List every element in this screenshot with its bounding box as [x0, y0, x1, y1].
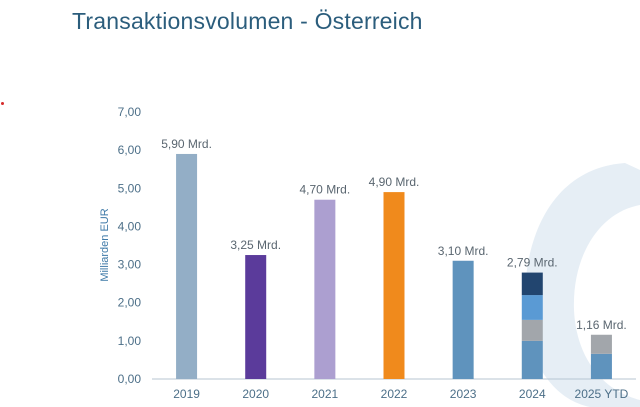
y-tick-label: 3,00 [118, 258, 142, 272]
bar-2020 [245, 255, 267, 379]
watermark-arc-inner [573, 205, 640, 400]
bar-2023 [452, 260, 474, 379]
y-tick-label: 5,00 [118, 181, 142, 195]
data-label: 4,70 Mrd. [300, 183, 351, 197]
y-axis: 0,00 1,00 2,00 3,00 4,00 5,00 6,00 7,00 [118, 105, 142, 386]
data-label: 3,10 Mrd. [438, 244, 489, 258]
data-label: 1,16 Mrd. [576, 318, 627, 332]
bar-2021 [314, 199, 336, 379]
bar-2022 [383, 192, 405, 379]
y-axis-label: Milliarden EUR [99, 208, 111, 281]
y-tick-label: 1,00 [118, 334, 142, 348]
data-label: 5,90 Mrd. [161, 137, 212, 151]
y-tick-label: 2,00 [118, 296, 142, 310]
bar-segment-2024 [521, 340, 543, 379]
x-tick-label: 2022 [381, 387, 408, 401]
data-label: 3,25 Mrd. [230, 238, 281, 252]
y-tick-label: 4,00 [118, 219, 142, 233]
y-tick-label: 0,00 [118, 372, 142, 386]
x-axis: 2019 2020 2021 2022 2023 2024 2025 YTD [152, 378, 636, 401]
y-tick-label: 6,00 [118, 143, 142, 157]
x-tick-label: 2021 [312, 387, 339, 401]
x-tick-label: 2019 [173, 387, 200, 401]
x-tick-label: 2023 [450, 387, 477, 401]
x-tick-label: 2024 [519, 387, 546, 401]
bars [176, 153, 612, 379]
bar-segment-2025-ytd [590, 353, 612, 379]
red-dot-marker [1, 102, 4, 105]
x-tick-label: 2020 [242, 387, 269, 401]
data-label: 2,79 Mrd. [507, 256, 558, 270]
data-labels: 5,90 Mrd. 3,25 Mrd. 4,70 Mrd. 4,90 Mrd. 3,10… [161, 137, 627, 332]
y-tick-label: 7,00 [118, 105, 142, 119]
bar-segment-2024 [521, 295, 543, 320]
bar-segment-2024 [521, 319, 543, 341]
bar-segment-2025-ytd [590, 334, 612, 354]
bar-2019 [176, 153, 198, 379]
data-label: 4,90 Mrd. [369, 175, 420, 189]
page-title: Transaktionsvolumen - Österreich [72, 8, 423, 34]
bar-segment-2024 [521, 272, 543, 296]
x-tick-label: 2025 YTD [575, 387, 629, 401]
